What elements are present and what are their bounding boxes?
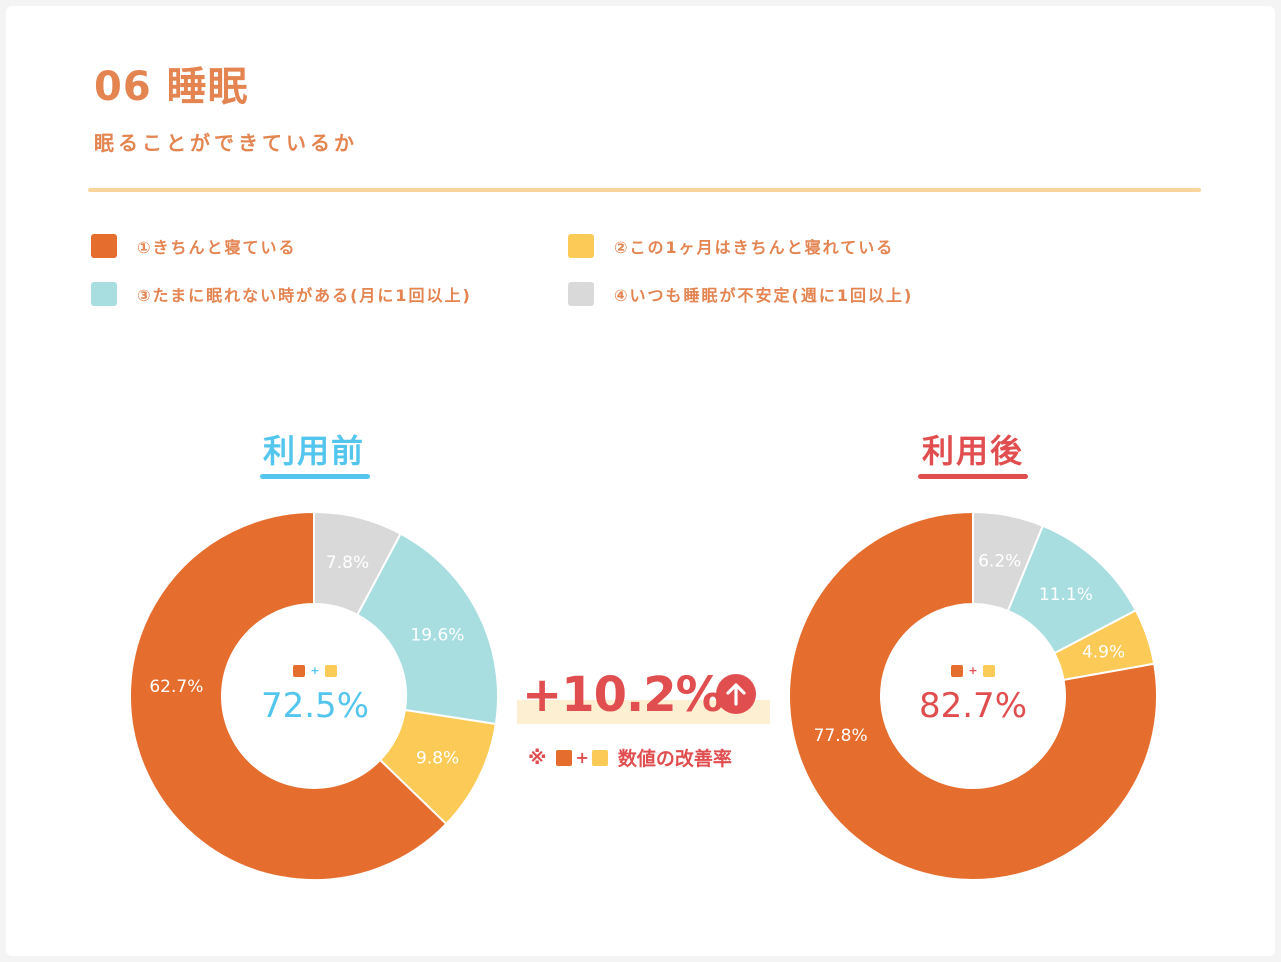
legend-item-2: ②この1ヶ月はきちんと寝れている <box>568 232 894 260</box>
before-slice-2 <box>356 532 499 725</box>
before-center-value: 72.5% <box>260 686 369 726</box>
after-center-legend: + <box>913 664 1033 677</box>
after-slice-label-3: 4.9% <box>1082 642 1125 662</box>
legend-swatch-3 <box>91 282 117 306</box>
note-plus: + <box>575 748 589 767</box>
note-swatch-2 <box>591 749 608 766</box>
legend-label-1: ①きちんと寝ている <box>137 238 297 257</box>
arrow-up-icon <box>716 674 756 714</box>
after-slice-label-4: 77.8% <box>814 726 868 746</box>
after-center-value: 82.7% <box>918 686 1027 726</box>
legend-swatch-1 <box>91 234 117 258</box>
improvement-value: +10.2% <box>522 667 724 723</box>
before-slice-label-1: 7.8% <box>326 553 369 573</box>
note-prefix: ※ <box>528 746 547 769</box>
page-subtitle: 眠ることができているか <box>94 131 358 155</box>
note-text: 数値の改善率 <box>617 748 732 770</box>
legend-swatch-2 <box>568 234 594 258</box>
before-center-plus: + <box>310 664 320 677</box>
header-divider <box>88 188 1201 192</box>
after-slice-label-2: 11.1% <box>1039 585 1093 605</box>
before-slice-label-4: 62.7% <box>149 677 203 697</box>
legend-item-4: ④いつも睡眠が不安定(週に1回以上) <box>568 280 913 308</box>
legend-label-3: ③たまに眠れない時がある(月に1回以上) <box>137 286 472 305</box>
legend-item-3: ③たまに眠れない時がある(月に1回以上) <box>91 280 472 308</box>
after-title: 利用後 <box>921 432 1024 470</box>
before-slice-4 <box>129 511 448 881</box>
after-title-underline <box>918 474 1028 479</box>
legend-item-1: ①きちんと寝ている <box>91 232 297 260</box>
after-center-plus: + <box>968 664 978 677</box>
before-title-underline <box>260 474 370 479</box>
legend-swatch-4 <box>568 282 594 306</box>
before-title: 利用前 <box>262 432 365 470</box>
note-swatch-1 <box>556 749 573 766</box>
before-slice-label-3: 9.8% <box>416 748 459 768</box>
page-title: 06 睡眠 <box>94 64 249 110</box>
before-center-swatch-1 <box>293 664 306 677</box>
after-slice-label-1: 6.2% <box>978 552 1021 572</box>
legend-label-2: ②この1ヶ月はきちんと寝れている <box>614 238 895 257</box>
before-slice-label-2: 19.6% <box>410 625 464 645</box>
legend-label-4: ④いつも睡眠が不安定(週に1回以上) <box>614 286 914 305</box>
improvement-note: ※ + 数値の改善率 <box>528 744 732 771</box>
after-slice-4 <box>788 511 1158 881</box>
before-center-swatch-2 <box>324 664 337 677</box>
after-center-swatch-2 <box>982 664 995 677</box>
after-center-swatch-1 <box>951 664 964 677</box>
before-center-legend: + <box>255 664 375 677</box>
